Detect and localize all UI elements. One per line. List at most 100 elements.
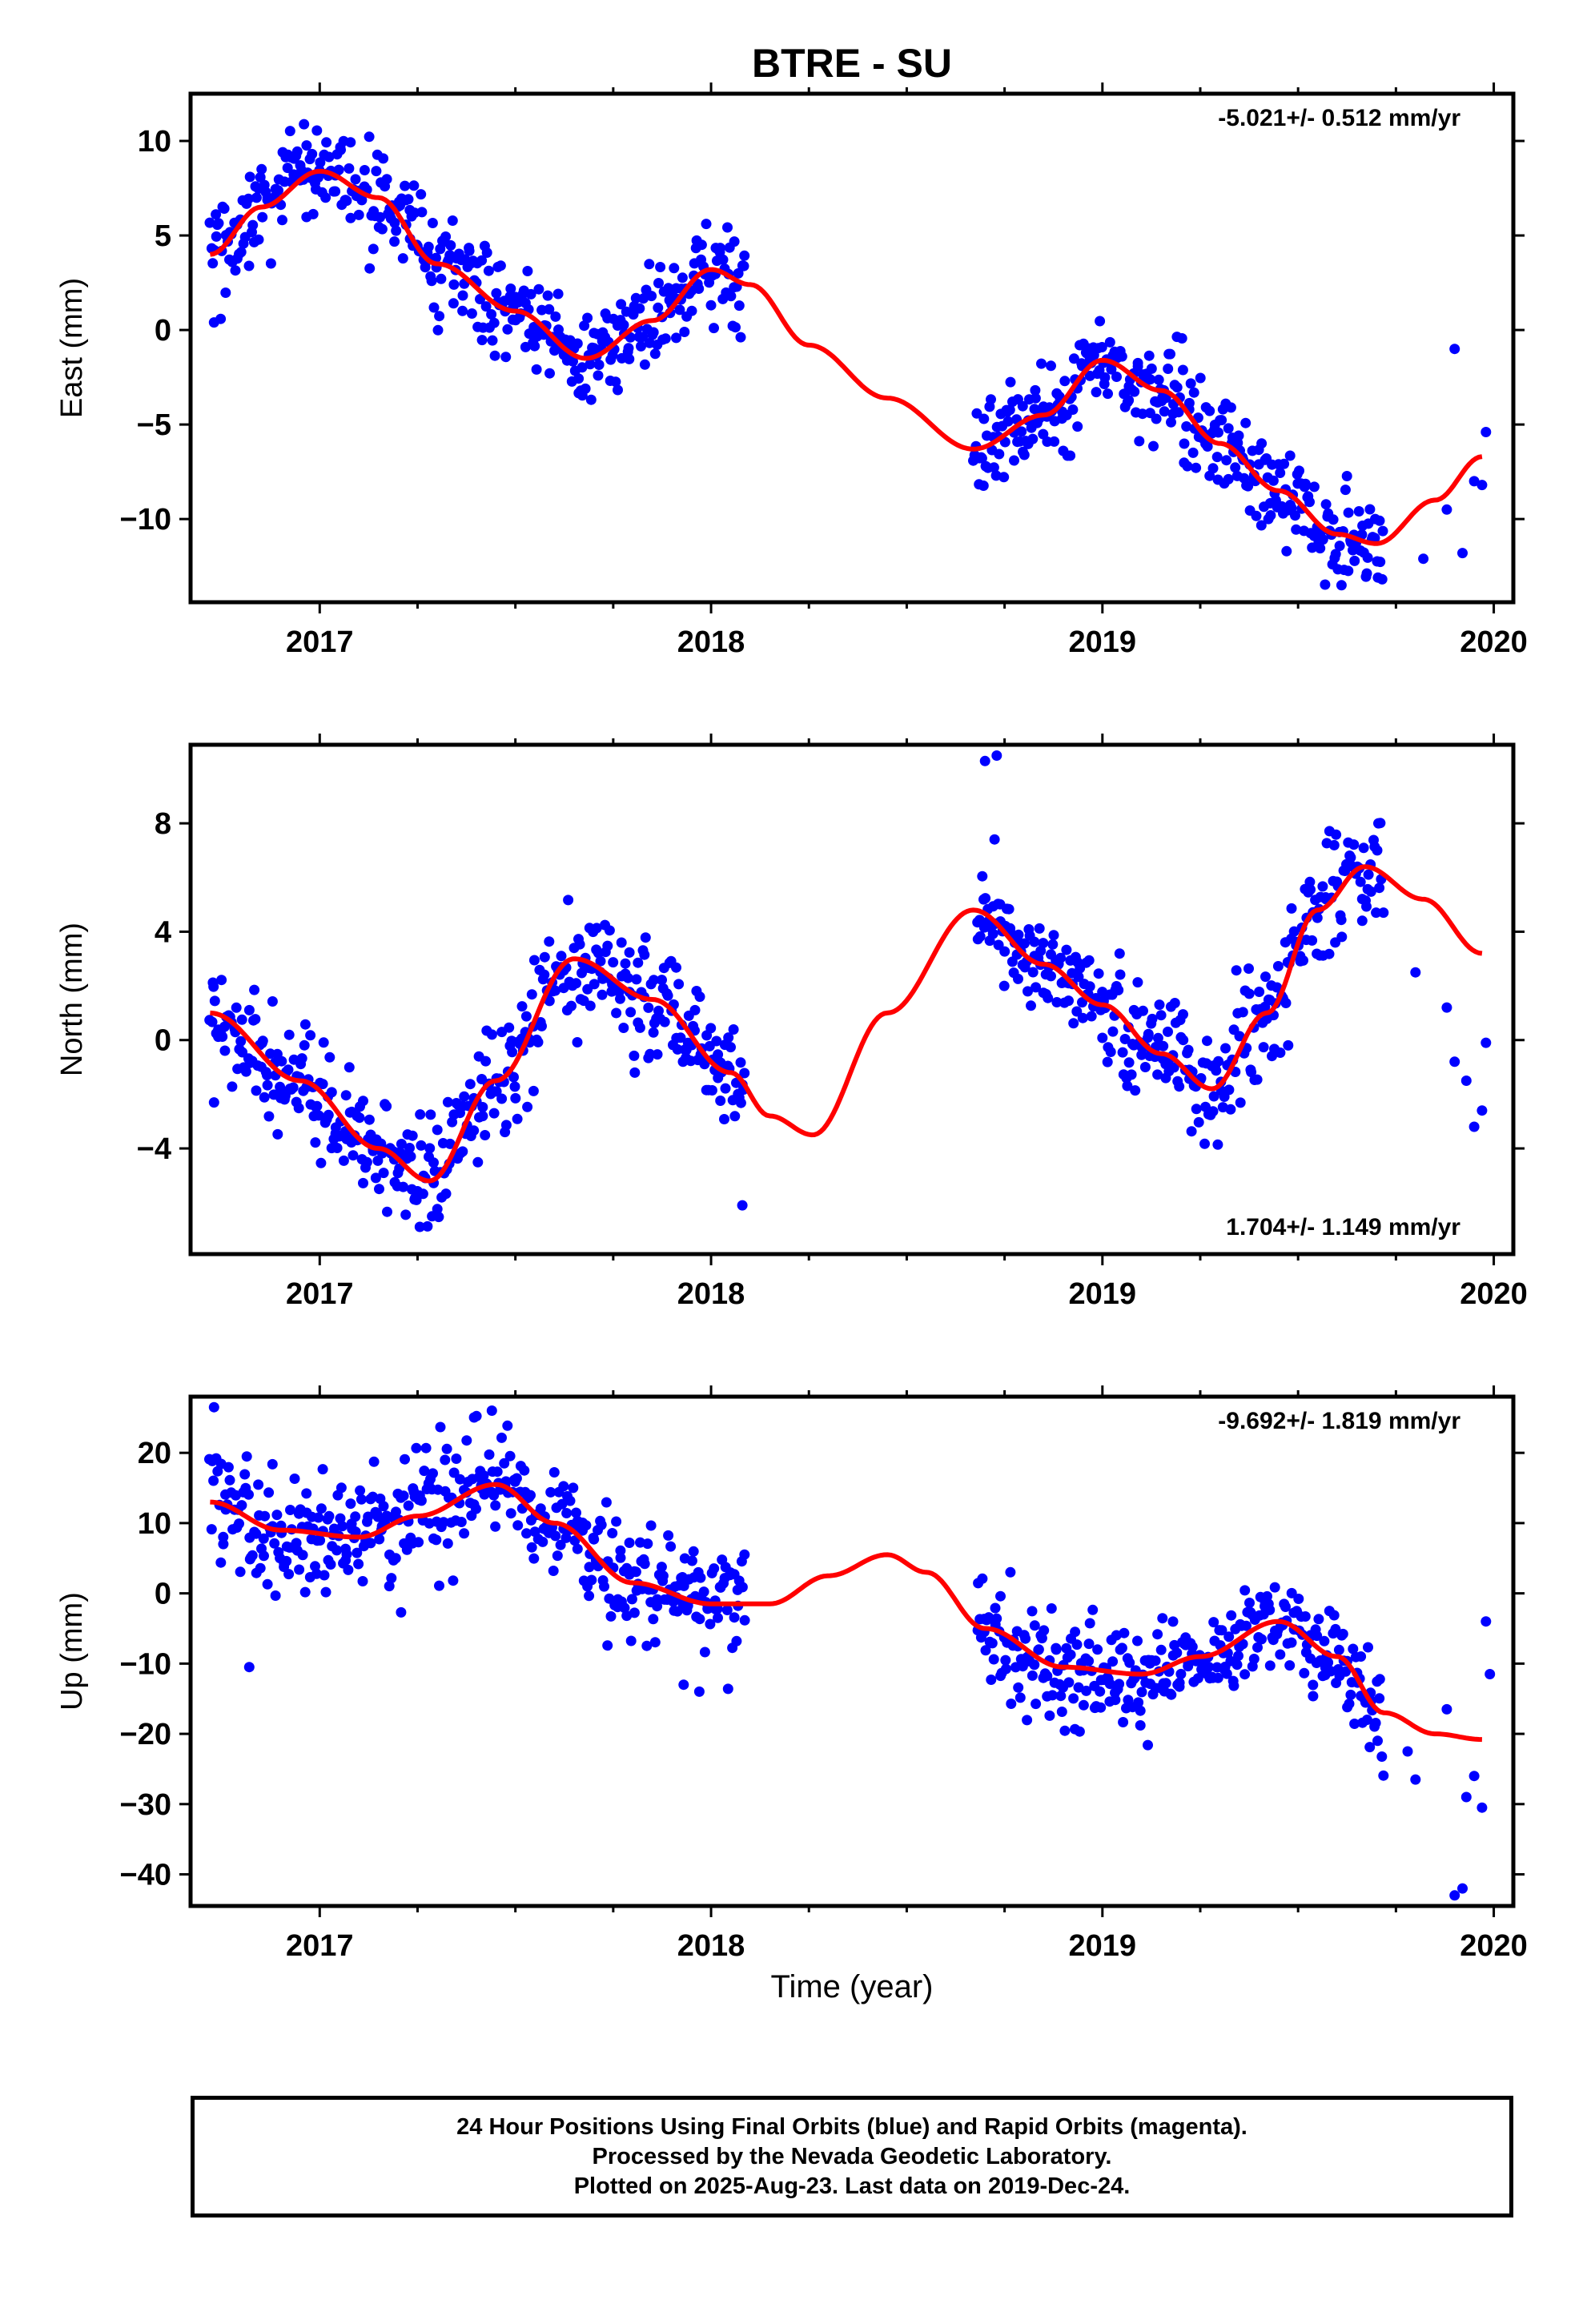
data-point (1116, 1642, 1127, 1654)
data-point (532, 1036, 544, 1047)
data-point (480, 1055, 492, 1067)
data-point (262, 1578, 273, 1590)
data-point (459, 1091, 470, 1102)
x-tick-label: 2018 (677, 1277, 745, 1311)
data-point (512, 1520, 524, 1531)
data-point (1441, 504, 1452, 515)
data-point (1300, 1611, 1311, 1622)
data-point (271, 1510, 283, 1521)
data-point (251, 1085, 262, 1096)
data-point (208, 317, 219, 328)
data-point (1187, 447, 1199, 458)
data-point (356, 1494, 367, 1505)
data-point (1002, 416, 1014, 427)
data-point (1312, 912, 1323, 923)
data-point (1136, 1049, 1147, 1060)
data-point (1225, 1104, 1236, 1115)
data-point (247, 219, 259, 231)
data-point (330, 186, 341, 197)
data-point (994, 448, 1005, 460)
y-axis-label: East (mm) (55, 278, 89, 418)
data-point (1175, 1668, 1187, 1679)
data-point (584, 1562, 595, 1573)
data-point (231, 1002, 242, 1013)
data-point (980, 893, 991, 904)
data-point (457, 305, 468, 316)
data-point (1211, 452, 1223, 463)
data-point (333, 164, 344, 175)
data-point (672, 1606, 683, 1617)
data-point (1256, 520, 1267, 531)
data-point (616, 299, 627, 310)
data-point (629, 1067, 641, 1078)
data-point (472, 1156, 484, 1168)
data-point (1070, 1626, 1081, 1638)
data-point (653, 302, 664, 313)
data-point (1272, 982, 1283, 993)
data-point (1223, 473, 1234, 485)
data-point (1168, 1062, 1179, 1073)
data-point (348, 1150, 359, 1161)
data-point (317, 1464, 328, 1475)
data-point (432, 324, 444, 336)
data-point (713, 1612, 723, 1623)
data-point (317, 1079, 328, 1090)
data-point (1077, 997, 1087, 1008)
data-point (1294, 465, 1304, 476)
data-point (638, 293, 649, 304)
data-point (1148, 440, 1159, 452)
data-point (378, 153, 389, 164)
data-point (350, 1511, 361, 1522)
y-tick-label: 5 (155, 219, 171, 253)
y-axis-label: Up (mm) (55, 1592, 89, 1711)
data-point (1092, 1644, 1103, 1655)
data-point (263, 1487, 275, 1498)
data-point (390, 1553, 401, 1564)
data-point (611, 1007, 622, 1019)
x-axis-label: Time (year) (771, 1969, 934, 2004)
data-point (558, 1481, 569, 1492)
data-point (1243, 988, 1255, 999)
data-point (1234, 1031, 1245, 1042)
data-point (464, 245, 475, 256)
data-point (1074, 1726, 1085, 1737)
data-point (656, 1562, 667, 1573)
data-point (556, 951, 567, 962)
data-point (1328, 1610, 1340, 1621)
data-point (1059, 1725, 1071, 1736)
data-point (1281, 545, 1292, 557)
data-point (1355, 876, 1366, 887)
data-point (1375, 557, 1386, 568)
data-point (1468, 1121, 1480, 1132)
data-point (1362, 552, 1373, 563)
data-point (1333, 1644, 1344, 1655)
data-point (305, 1030, 316, 1041)
y-tick-label: −40 (120, 1859, 171, 1892)
data-point (486, 309, 497, 320)
data-point (1093, 968, 1104, 979)
data-point (422, 1220, 433, 1232)
data-point (679, 327, 690, 337)
data-point (1038, 938, 1049, 949)
data-point (637, 332, 649, 343)
plot-frame (188, 742, 1516, 1256)
data-point (1195, 372, 1206, 384)
data-point (500, 1120, 512, 1131)
data-point (673, 979, 685, 990)
data-point (253, 1479, 264, 1490)
data-point (307, 208, 319, 219)
data-point (1248, 1654, 1260, 1664)
data-point (1315, 543, 1326, 554)
data-point (1269, 1582, 1280, 1593)
data-point (1097, 1032, 1108, 1043)
data-point (255, 1562, 266, 1574)
data-point (1230, 462, 1241, 473)
data-point (556, 1498, 568, 1510)
data-point (643, 1002, 654, 1013)
data-point (376, 223, 388, 235)
data-point (438, 1517, 449, 1528)
data-point (1457, 548, 1468, 559)
data-point (1370, 1718, 1381, 1728)
data-point (297, 1550, 308, 1561)
data-point (1365, 886, 1376, 897)
